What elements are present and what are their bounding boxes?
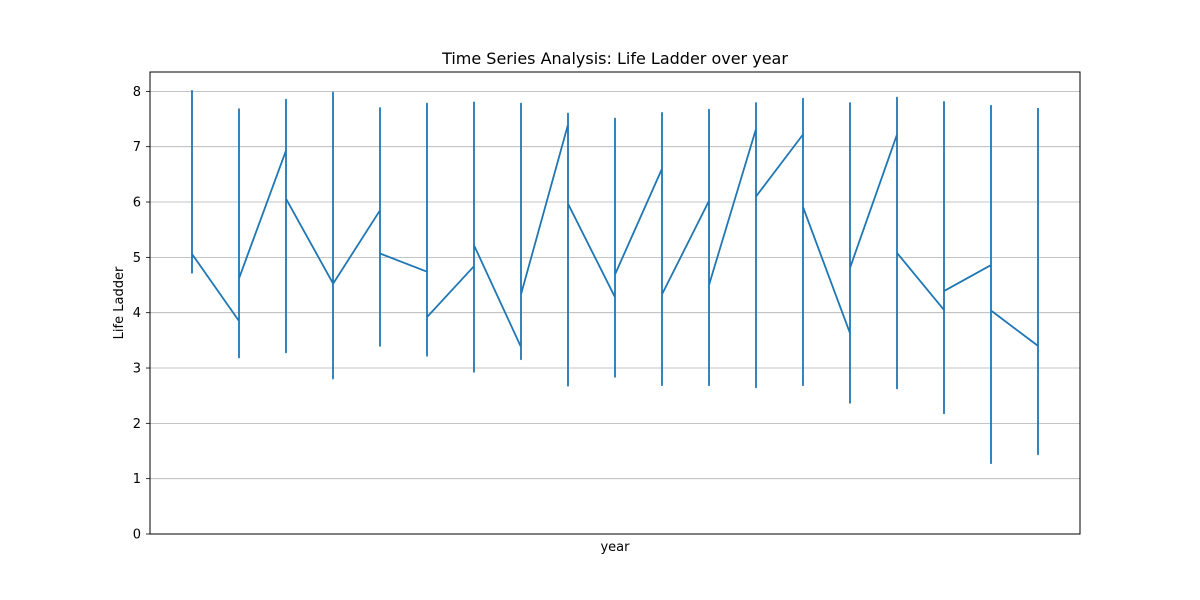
y-axis-ticks: 0 1 2 3 4 5 6 7 8	[133, 85, 150, 543]
y-tick-label: 5	[133, 251, 141, 266]
plot-area-frame	[149, 71, 1081, 535]
y-tick-label: 3	[133, 362, 141, 377]
y-tick-label: 2	[133, 417, 141, 432]
x-axis-label: year	[600, 540, 630, 555]
y-axis-label: Life Ladder	[112, 266, 127, 339]
plot-series	[191, 90, 1039, 465]
y-tick-label: 7	[133, 140, 141, 155]
y-tick-label: 4	[133, 306, 141, 321]
chart-title: Time Series Analysis: Life Ladder over y…	[441, 49, 788, 68]
y-tick-label: 6	[133, 196, 141, 211]
y-tick-label: 8	[133, 85, 141, 100]
y-tick-label: 0	[133, 528, 141, 543]
y-tick-label: 1	[133, 472, 141, 487]
series-line	[191, 90, 1039, 465]
